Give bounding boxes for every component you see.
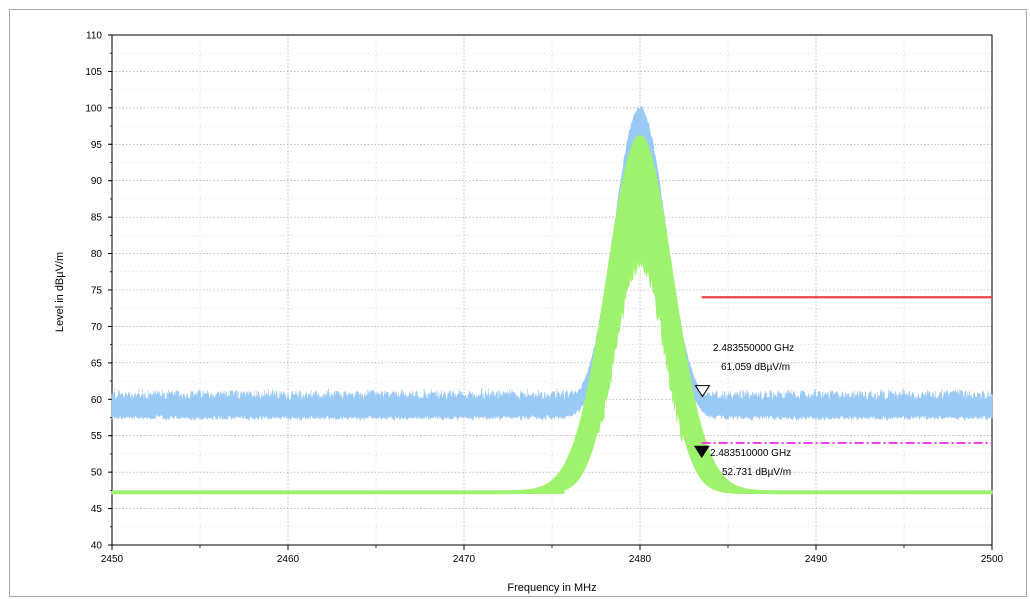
y-tick-label: 65 [91,358,103,369]
x-tick-label: 2490 [805,554,828,565]
y-tick-label: 60 [91,395,103,406]
x-tick-label: 2460 [277,554,300,565]
series-layer [111,106,993,495]
y-tick-label: 90 [91,176,103,187]
marker-1-frequency: 2.483550000 GHz [713,343,794,354]
y-tick-label: 45 [91,504,103,515]
marker-2-level: 52.731 dBµV/m [722,467,791,478]
y-tick-label: 40 [91,541,103,552]
y-tick-label: 85 [91,213,103,224]
x-axis-title: Frequency in MHz [507,582,596,594]
y-tick-label: 70 [91,322,103,333]
y-tick-label: 110 [86,31,102,42]
x-tick-label: 2450 [101,554,124,565]
x-tick-label: 2480 [629,554,652,565]
series-average-trace [111,134,993,495]
marker-2-frequency: 2.483510000 GHz [710,448,791,459]
marker-1-symbol [694,385,711,398]
y-tick-label: 55 [91,431,103,442]
x-tick-label: 2470 [453,554,476,565]
y-tick-label: 105 [85,67,102,78]
y-axis-title: Level in dBµV/m [54,252,66,332]
chart-frame [9,9,1027,597]
y-tick-label: 50 [91,468,103,479]
y-tick-label: 80 [91,249,103,260]
labels-layer: 40 45 50 55 60 65 70 75 80 85 90 95 100 105 110 2450 246… [85,31,1003,566]
y-tick-label: 100 [85,103,102,114]
series-peak-trace [111,106,993,422]
markers-layer [693,385,711,459]
grid [112,35,992,545]
y-tick-label: 75 [91,286,103,297]
y-tick-label: 95 [91,140,103,151]
limit-lines [701,296,992,444]
marker-1-level: 61.059 dBµV/m [721,362,790,373]
x-tick-label: 2500 [981,554,1004,565]
axes [108,34,993,550]
marker-2-symbol [693,445,710,459]
